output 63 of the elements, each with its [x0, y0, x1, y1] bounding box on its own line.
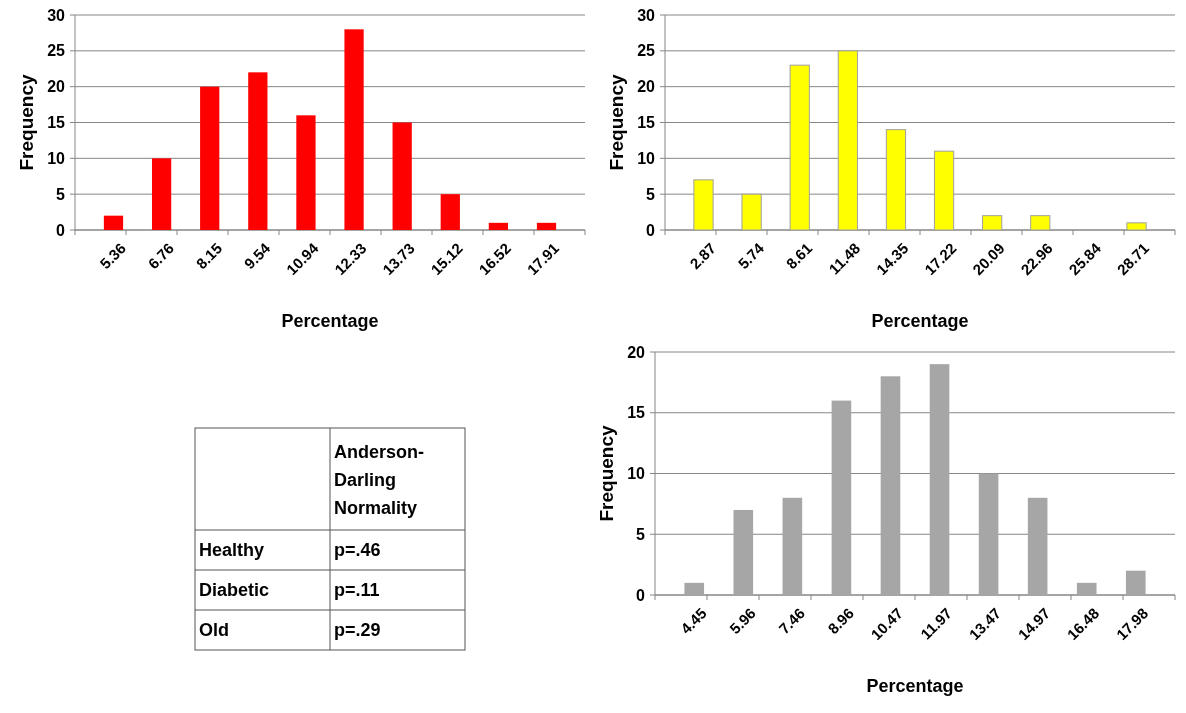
y-tick-label: 0 — [636, 586, 646, 604]
x-axis-title: Percentage — [281, 311, 379, 331]
bar — [392, 122, 412, 230]
bar — [837, 50, 858, 231]
category-label: Old — [199, 620, 229, 641]
y-axis-title: Frequency — [16, 74, 37, 171]
bar — [693, 179, 714, 231]
bar — [200, 86, 220, 230]
bar — [536, 222, 557, 230]
y-tick-label: 20 — [637, 78, 656, 96]
category-label: Diabetic — [199, 580, 270, 601]
y-tick-label: 5 — [56, 185, 66, 203]
y-axis-title: Frequency — [606, 74, 627, 171]
bar — [880, 376, 901, 595]
text: Anderson-Darling Normality — [334, 442, 425, 518]
x-tick-label: 4.45 — [677, 604, 710, 638]
y-tick-label: 15 — [627, 404, 646, 422]
bar — [1125, 570, 1146, 595]
bar — [151, 158, 172, 230]
text: p=.46 — [334, 540, 381, 561]
text: p=.11 — [334, 580, 380, 601]
bar — [982, 215, 1003, 231]
bar — [885, 129, 907, 231]
bar — [103, 215, 124, 230]
y-tick-label: 10 — [47, 149, 66, 167]
y-tick-label: 25 — [637, 42, 656, 60]
bar — [978, 473, 999, 595]
bar — [248, 72, 268, 230]
x-axis-title: Percentage — [866, 676, 964, 696]
text: p=.29 — [334, 620, 381, 641]
y-tick-label: 5 — [636, 525, 646, 543]
x-tick-label: 8.61 — [782, 239, 816, 273]
bar — [929, 364, 950, 595]
bar — [782, 497, 803, 595]
y-tick-label: 0 — [646, 221, 656, 239]
bar — [1030, 215, 1051, 231]
y-tick-label: 5 — [646, 185, 656, 203]
y-tick-label: 10 — [627, 465, 646, 483]
x-axis-title: Percentage — [871, 311, 969, 331]
y-tick-label: 15 — [637, 114, 656, 132]
y-tick-label: 30 — [47, 6, 66, 24]
bar — [1126, 222, 1147, 231]
y-tick-label: 30 — [637, 6, 656, 24]
bar — [789, 64, 810, 231]
bar — [831, 400, 852, 595]
bar — [1076, 582, 1097, 595]
bar — [933, 150, 955, 231]
bar — [344, 29, 364, 230]
bar — [733, 509, 754, 595]
bar — [296, 115, 316, 230]
bar — [440, 194, 460, 230]
y-tick-label: 25 — [47, 42, 66, 60]
y-tick-label: 10 — [637, 149, 656, 167]
bar — [1027, 497, 1048, 595]
y-tick-label: 20 — [627, 343, 646, 361]
y-tick-label: 20 — [47, 78, 66, 96]
y-axis-title: Frequency — [596, 425, 617, 522]
y-tick-label: 15 — [47, 114, 66, 132]
category-label: Healthy — [199, 540, 265, 561]
bar — [684, 582, 705, 595]
bar — [741, 193, 762, 231]
bar — [488, 222, 509, 230]
y-tick-label: 0 — [56, 221, 66, 239]
